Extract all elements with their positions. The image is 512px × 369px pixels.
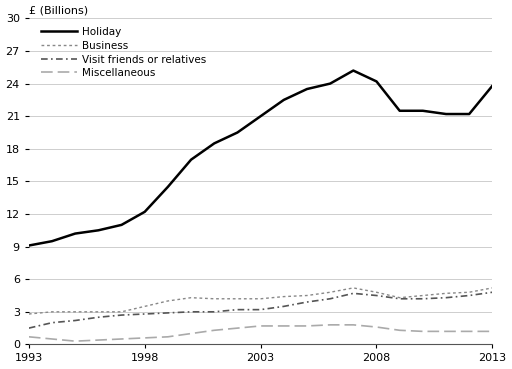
Business (350, 286, 356, 290)
Miscellaneous (72, 339, 78, 344)
Line: Business: Business (29, 288, 493, 314)
Miscellaneous (165, 335, 171, 339)
Holiday (466, 112, 472, 116)
Holiday (165, 184, 171, 189)
Miscellaneous (234, 326, 241, 330)
Visit friends or relatives (118, 313, 124, 317)
Holiday (188, 158, 194, 162)
Holiday (304, 87, 310, 91)
Business (327, 290, 333, 294)
Line: Visit friends or relatives: Visit friends or relatives (29, 292, 493, 328)
Miscellaneous (142, 336, 148, 340)
Holiday (443, 112, 449, 116)
Business (142, 304, 148, 308)
Miscellaneous (49, 337, 55, 341)
Miscellaneous (304, 324, 310, 328)
Business (489, 286, 496, 290)
Visit friends or relatives (489, 290, 496, 294)
Visit friends or relatives (420, 297, 426, 301)
Business (49, 310, 55, 314)
Line: Miscellaneous: Miscellaneous (29, 325, 493, 341)
Business (118, 310, 124, 314)
Business (188, 296, 194, 300)
Holiday (327, 82, 333, 86)
Holiday (234, 130, 241, 135)
Visit friends or relatives (258, 307, 264, 312)
Business (466, 290, 472, 294)
Holiday (397, 108, 403, 113)
Business (397, 296, 403, 300)
Miscellaneous (281, 324, 287, 328)
Holiday (350, 68, 356, 73)
Visit friends or relatives (49, 320, 55, 325)
Holiday (118, 223, 124, 227)
Miscellaneous (489, 329, 496, 334)
Business (443, 291, 449, 296)
Holiday (258, 114, 264, 118)
Business (95, 310, 101, 314)
Text: £ (Billions): £ (Billions) (29, 5, 88, 15)
Business (26, 312, 32, 316)
Holiday (211, 141, 217, 146)
Business (420, 293, 426, 298)
Visit friends or relatives (304, 300, 310, 304)
Business (373, 290, 379, 294)
Business (234, 297, 241, 301)
Miscellaneous (118, 337, 124, 341)
Miscellaneous (466, 329, 472, 334)
Visit friends or relatives (373, 293, 379, 298)
Holiday (142, 210, 148, 214)
Miscellaneous (397, 328, 403, 332)
Business (304, 293, 310, 298)
Miscellaneous (258, 324, 264, 328)
Holiday (49, 239, 55, 244)
Miscellaneous (420, 329, 426, 334)
Miscellaneous (95, 338, 101, 342)
Visit friends or relatives (350, 291, 356, 296)
Visit friends or relatives (142, 312, 148, 316)
Visit friends or relatives (234, 307, 241, 312)
Visit friends or relatives (281, 304, 287, 308)
Visit friends or relatives (327, 297, 333, 301)
Visit friends or relatives (188, 310, 194, 314)
Visit friends or relatives (72, 318, 78, 323)
Miscellaneous (188, 331, 194, 336)
Business (258, 297, 264, 301)
Visit friends or relatives (466, 293, 472, 298)
Visit friends or relatives (397, 297, 403, 301)
Miscellaneous (327, 323, 333, 327)
Miscellaneous (26, 335, 32, 339)
Business (281, 294, 287, 299)
Business (211, 297, 217, 301)
Legend: Holiday, Business, Visit friends or relatives, Miscellaneous: Holiday, Business, Visit friends or rela… (39, 25, 209, 80)
Holiday (95, 228, 101, 232)
Visit friends or relatives (95, 315, 101, 320)
Holiday (72, 231, 78, 236)
Miscellaneous (443, 329, 449, 334)
Business (72, 310, 78, 314)
Miscellaneous (350, 323, 356, 327)
Miscellaneous (211, 328, 217, 332)
Visit friends or relatives (165, 311, 171, 315)
Holiday (489, 83, 496, 88)
Line: Holiday: Holiday (29, 70, 493, 245)
Visit friends or relatives (443, 296, 449, 300)
Holiday (420, 108, 426, 113)
Holiday (281, 98, 287, 102)
Visit friends or relatives (211, 310, 217, 314)
Holiday (26, 243, 32, 248)
Holiday (373, 79, 379, 84)
Business (165, 299, 171, 303)
Visit friends or relatives (26, 326, 32, 330)
Miscellaneous (373, 325, 379, 329)
